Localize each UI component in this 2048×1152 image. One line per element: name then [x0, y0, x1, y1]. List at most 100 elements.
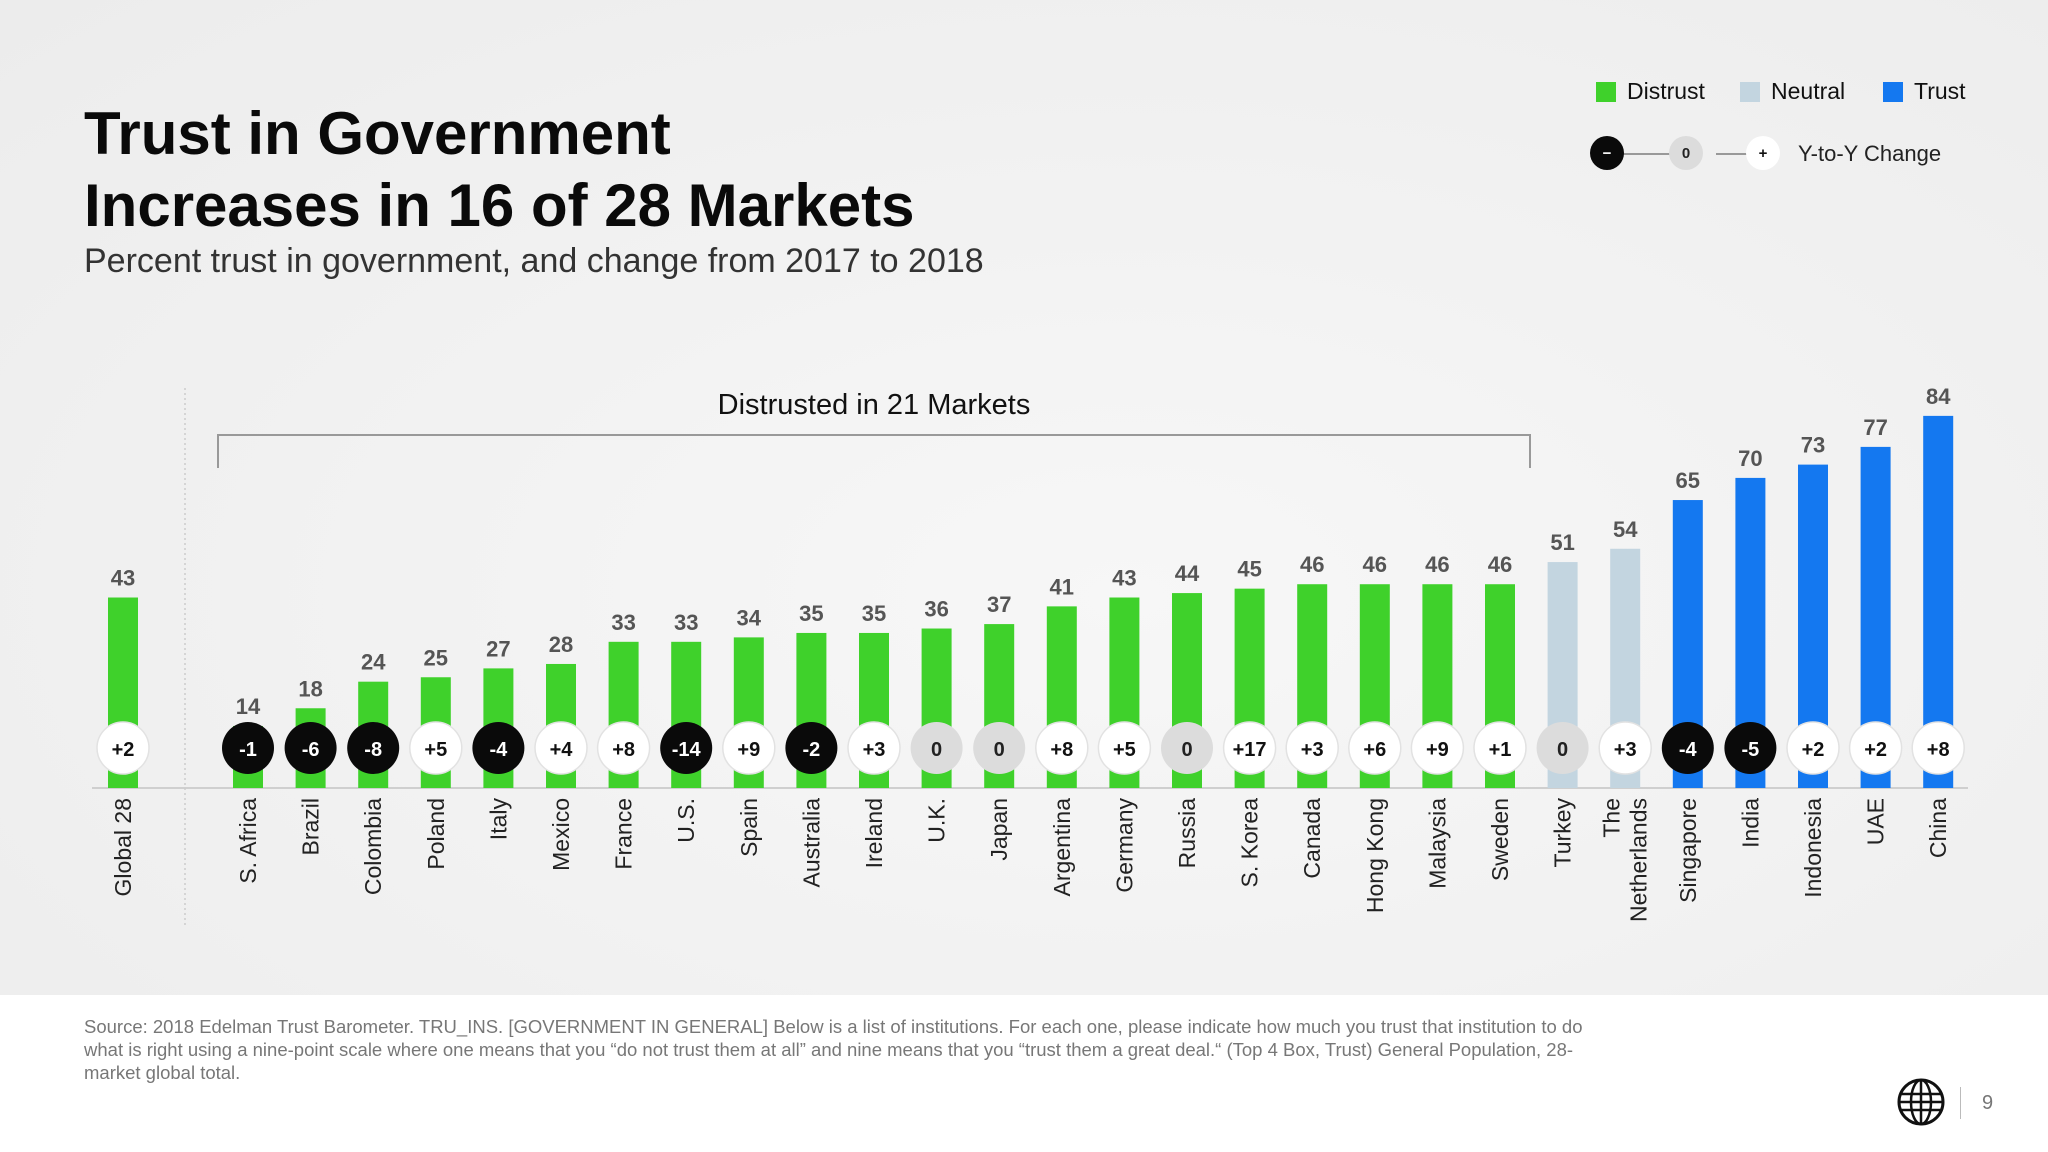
value-label-9: 34: [737, 605, 762, 630]
page-number: 9: [1982, 1092, 1994, 1114]
category-label-text-23-0: The: [1599, 798, 1625, 838]
category-label-text-19-0: Hong Kong: [1362, 798, 1388, 913]
change-badge-7: [596, 721, 651, 775]
category-label-5: Italy: [485, 798, 511, 841]
value-label-28: 84: [1926, 384, 1951, 409]
category-label-text-21-0: Sweden: [1487, 798, 1513, 881]
category-label-14: Argentina: [1049, 798, 1075, 897]
change-badge-3: [347, 722, 400, 774]
change-label-12: 0: [931, 739, 942, 761]
change-badge-2: [284, 722, 337, 774]
source-note: Source: 2018 Edelman Trust Barometer. TR…: [84, 1016, 1583, 1083]
change-label-8: -14: [672, 739, 702, 761]
change-badge-13: [973, 722, 1026, 774]
value-label-5: 27: [486, 636, 510, 661]
legend-swatch-trust: [1883, 81, 1903, 102]
change-badge-23: [1598, 721, 1652, 775]
value-label-2: 18: [298, 676, 322, 701]
category-label-3: Colombia: [360, 798, 386, 895]
category-label-4: Poland: [423, 798, 449, 870]
value-label-24: 65: [1676, 468, 1700, 493]
category-label-13: Japan: [986, 798, 1012, 861]
value-label-8: 33: [674, 610, 698, 635]
value-label-11: 35: [862, 601, 886, 626]
change-badge-27: [1848, 721, 1903, 775]
change-label-25: -5: [1742, 739, 1760, 761]
yoy-legend-zero-dot: 0: [1669, 136, 1703, 170]
category-label-text-8-0: U.S.: [673, 798, 699, 843]
category-label-17: S. Korea: [1237, 798, 1263, 888]
value-label-16: 44: [1175, 561, 1200, 586]
change-label-22: 0: [1557, 739, 1568, 761]
category-label-1: S. Africa: [235, 798, 261, 884]
value-label-3: 24: [361, 650, 386, 675]
value-label-15: 43: [1112, 566, 1136, 591]
category-label-text-14-0: Argentina: [1049, 798, 1075, 897]
category-label-16: Russia: [1174, 798, 1200, 869]
page-title: Trust in Government Increases in 16 of 2…: [84, 98, 914, 242]
change-label-13: 0: [994, 739, 1005, 761]
category-label-text-25-0: India: [1737, 798, 1763, 848]
category-label-text-24-0: Singapore: [1675, 798, 1701, 903]
change-badge-25: [1724, 722, 1777, 774]
value-label-10: 35: [799, 601, 823, 626]
category-label-8: U.S.: [673, 798, 699, 843]
change-badge-6: [534, 721, 588, 775]
value-label-25: 70: [1738, 446, 1762, 471]
category-label-text-12-0: U.K.: [924, 798, 950, 843]
value-label-21: 46: [1488, 552, 1512, 577]
category-label-24: Singapore: [1675, 798, 1701, 903]
legend-item-distrust: Distrust: [1596, 78, 1705, 105]
change-badge-24: [1661, 722, 1714, 774]
category-label-18: Canada: [1299, 798, 1325, 879]
value-label-27: 77: [1863, 415, 1887, 440]
category-label-22: Turkey: [1550, 798, 1576, 868]
change-label-24: -4: [1679, 739, 1698, 761]
change-label-18: +3: [1301, 739, 1324, 761]
value-label-20: 46: [1425, 552, 1449, 577]
change-label-0: +2: [112, 739, 135, 761]
change-badge-8: [660, 722, 713, 774]
value-label-19: 46: [1363, 552, 1387, 577]
category-label-text-10-0: Australia: [798, 798, 824, 888]
category-label-19: Hong Kong: [1362, 798, 1388, 913]
value-label-14: 41: [1050, 574, 1074, 599]
change-label-3: -8: [364, 739, 382, 761]
category-label-25: India: [1737, 798, 1763, 848]
category-label-7: France: [611, 798, 637, 870]
value-label-17: 45: [1237, 557, 1261, 582]
category-label-text-11-0: Ireland: [861, 798, 887, 868]
change-badge-10: [785, 722, 838, 774]
change-badge-16: [1161, 722, 1213, 774]
change-label-20: +9: [1426, 739, 1449, 761]
footer: Source: 2018 Edelman Trust Barometer. TR…: [0, 995, 2048, 1152]
change-badge-26: [1786, 721, 1840, 775]
category-label-15: Germany: [1111, 798, 1137, 893]
category-label-text-17-0: S. Korea: [1237, 798, 1263, 888]
category-label-20: Malaysia: [1424, 798, 1450, 889]
category-label-text-23-1: Netherlands: [1626, 798, 1652, 922]
change-label-14: +8: [1050, 739, 1073, 761]
category-label-text-15-0: Germany: [1111, 798, 1137, 893]
legend-swatch-distrust: [1596, 81, 1616, 102]
change-badge-15: [1097, 721, 1152, 775]
page-subtitle: Percent trust in government, and change …: [84, 242, 984, 280]
change-label-5: -4: [490, 739, 509, 761]
category-label-27: UAE: [1863, 798, 1889, 845]
category-label-26: Indonesia: [1800, 798, 1826, 898]
category-label-text-27-0: UAE: [1863, 798, 1889, 845]
category-label-text-26-0: Indonesia: [1800, 798, 1826, 898]
category-label-text-5-0: Italy: [485, 798, 511, 841]
change-label-11: +3: [863, 739, 886, 761]
value-label-22: 51: [1550, 530, 1574, 555]
change-label-17: +17: [1233, 739, 1267, 761]
change-badge-28: [1911, 721, 1965, 775]
legend-swatch-neutral: [1740, 81, 1760, 102]
change-badge-9: [722, 721, 776, 775]
value-label-12: 36: [924, 597, 948, 622]
category-label-text-7-0: France: [611, 798, 637, 870]
yoy-legend-line-left: [1622, 153, 1682, 155]
value-label-7: 33: [611, 610, 635, 635]
distrust-bracket: [217, 434, 1531, 468]
category-label-text-2-0: Brazil: [298, 798, 324, 856]
